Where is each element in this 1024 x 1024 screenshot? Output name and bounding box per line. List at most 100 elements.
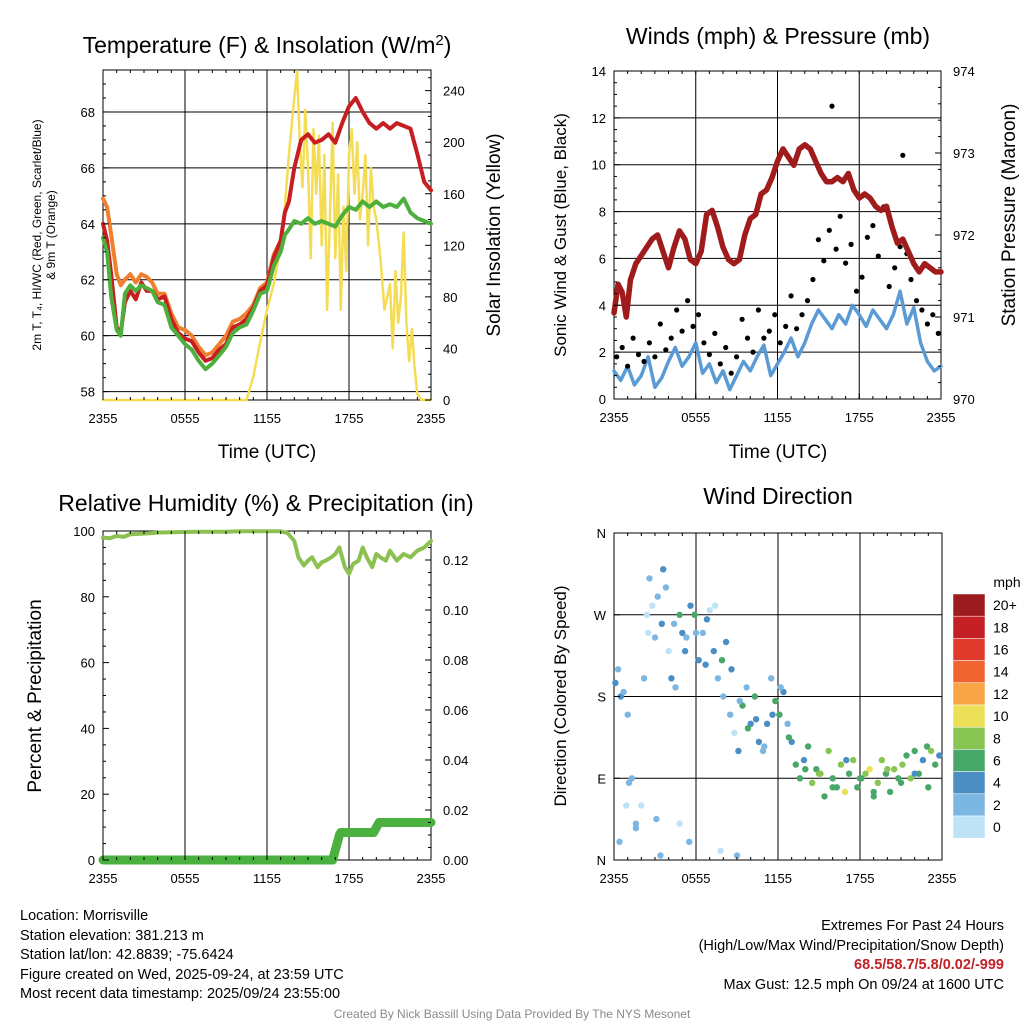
direction-point xyxy=(643,611,650,618)
direction-point xyxy=(668,675,675,682)
direction-point xyxy=(769,711,776,718)
humidity-title: Relative Humidity (%) & Precipitation (i… xyxy=(58,490,473,516)
rh-y2tick-label: 0.02 xyxy=(443,803,468,818)
colorbar-label: 16 xyxy=(993,642,1009,658)
rh-xtick-label: 2355 xyxy=(417,871,446,886)
dir-ytick-label: S xyxy=(597,690,606,705)
title-superscript: 2 xyxy=(435,32,443,49)
wind-ytick-label: 8 xyxy=(599,205,606,220)
gust-point xyxy=(761,335,767,341)
temp-xtick-label: 1155 xyxy=(253,411,281,426)
direction-point xyxy=(856,775,864,782)
wind-y2tick-label: 973 xyxy=(953,146,975,161)
colorbar-swatch xyxy=(952,793,986,817)
direction-point xyxy=(763,720,771,727)
gust-point xyxy=(772,312,778,318)
gust-point xyxy=(663,347,669,353)
dir-xtick-label: 1755 xyxy=(846,871,875,886)
direction-point xyxy=(653,815,660,823)
wind-y2tick-label: 974 xyxy=(953,64,975,79)
direction-point xyxy=(735,747,742,755)
direction-point xyxy=(662,584,670,591)
rh-y2tick-label: 0.10 xyxy=(443,603,468,618)
temp-xtick-label: 2355 xyxy=(89,411,118,426)
gust-point xyxy=(701,340,707,346)
direction-point xyxy=(802,766,809,773)
direction-point xyxy=(736,697,743,705)
wind-ytick-label: 12 xyxy=(592,111,606,126)
colorbar-label: 12 xyxy=(993,686,1009,702)
temperature-ylabel-line1: 2m T, T₄, HI/WC (Red, Green, Scarlet/Blu… xyxy=(30,119,44,350)
direction-point xyxy=(681,647,689,655)
direction-point xyxy=(907,775,914,782)
temp-ytick-label: 62 xyxy=(81,273,95,288)
direction-point xyxy=(699,629,706,637)
dir-ytick-label: W xyxy=(594,608,607,623)
direction-point xyxy=(932,761,939,768)
gust-point xyxy=(652,354,658,360)
direction-point xyxy=(727,711,734,718)
direction-ylabel: Direction (Colored By Speed) xyxy=(551,585,570,806)
gust-point xyxy=(815,237,822,243)
sonic-wind-line xyxy=(612,289,943,392)
winds-xlabel: Time (UTC) xyxy=(729,442,828,463)
gust-point xyxy=(859,274,865,280)
colorbar-label: 20+ xyxy=(993,597,1017,613)
wind-xtick-label: 1155 xyxy=(764,410,792,425)
temp-xtick-label: 0555 xyxy=(171,411,200,426)
colorbar-swatch xyxy=(952,704,986,728)
temperature-series xyxy=(101,70,433,402)
temp-y2tick-label: 40 xyxy=(443,341,457,356)
colorbar-label: 8 xyxy=(993,730,1001,746)
latlon-text: Station lat/lon: 42.8839; -75.6424 xyxy=(20,947,234,963)
direction-point xyxy=(815,770,823,777)
direction-point xyxy=(772,697,779,705)
temp-ytick-label: 58 xyxy=(81,385,95,400)
direction-point xyxy=(792,761,799,768)
gust-point xyxy=(723,344,729,351)
location-text: Location: Morrisville xyxy=(20,908,149,924)
direction-point xyxy=(752,716,760,723)
direction-point xyxy=(731,729,738,736)
gust-point xyxy=(924,321,931,327)
colorbar-swatch xyxy=(952,638,986,661)
gust-point xyxy=(668,335,674,341)
direction-point xyxy=(776,711,783,718)
direction-point xyxy=(654,593,661,600)
gust-point xyxy=(734,354,740,360)
direction-point xyxy=(841,788,849,796)
colorbar-swatch xyxy=(952,726,986,750)
direction-point xyxy=(751,693,758,700)
gust-point xyxy=(853,288,860,294)
gust-point xyxy=(804,298,811,304)
direction-point xyxy=(870,793,877,800)
direction-point xyxy=(886,788,894,796)
gust-point xyxy=(794,326,800,332)
colorbar-swatch xyxy=(952,815,986,839)
direction-point xyxy=(919,756,927,764)
gust-point xyxy=(641,358,647,365)
direction-point xyxy=(923,743,931,750)
direction-points xyxy=(612,566,943,859)
max-gust-text: Max Gust: 12.5 mph On 09/24 at 1600 UTC xyxy=(723,976,1004,993)
gust-point xyxy=(744,335,751,341)
gust-point xyxy=(783,323,789,329)
gust-point xyxy=(870,223,876,229)
direction-point xyxy=(829,784,836,791)
direction-point xyxy=(620,688,627,696)
direction-point xyxy=(623,802,630,809)
direction-point xyxy=(761,743,768,750)
direction-point xyxy=(845,770,853,777)
gust-point xyxy=(833,246,839,252)
gust-point xyxy=(712,330,718,336)
direction-point xyxy=(878,756,886,764)
direction-point xyxy=(638,802,645,809)
direction-point xyxy=(676,820,683,827)
direction-grid xyxy=(614,533,942,860)
direction-point xyxy=(717,847,724,855)
wind-y2tick-label: 970 xyxy=(953,392,975,407)
direction-point xyxy=(625,779,633,786)
direction-point xyxy=(768,675,775,682)
temperature-xlabel: Time (UTC) xyxy=(218,442,317,463)
direction-ticks: 2355 0555 1155 1755 2355 N E S W N xyxy=(594,526,957,886)
